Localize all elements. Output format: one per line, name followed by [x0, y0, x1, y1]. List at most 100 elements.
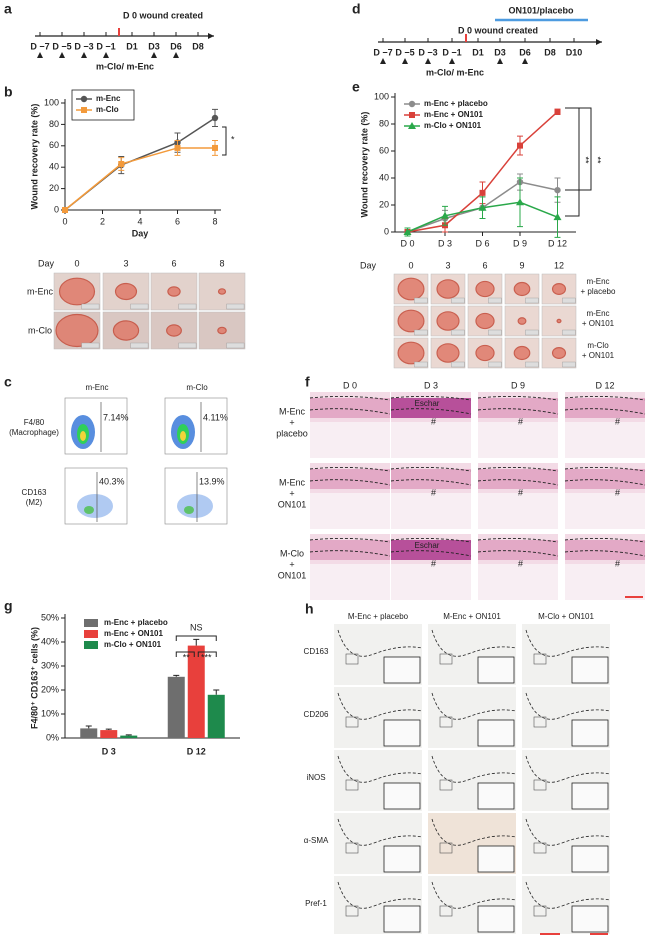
injection-arrow [103, 52, 109, 58]
wound-area [475, 312, 495, 330]
panel-letter: e [352, 79, 360, 95]
data-point [211, 114, 219, 122]
dermis [310, 398, 390, 418]
epidermis-outline [390, 395, 472, 415]
data-point [517, 142, 523, 149]
wound-area [167, 286, 181, 297]
fat [478, 564, 558, 600]
row-label: m-Enc [586, 309, 609, 318]
wound-mark: # [518, 487, 523, 497]
fat [478, 493, 558, 529]
ihc-inset [571, 656, 609, 684]
ihc-roi [533, 716, 547, 728]
significance-bracket [565, 107, 592, 191]
injection-arrow [173, 52, 179, 58]
wound-area [475, 344, 495, 362]
data-point [174, 144, 181, 151]
tissue-outline [525, 818, 611, 846]
cell-core [80, 431, 86, 441]
ruler [226, 342, 245, 349]
column-label: m-Clo [186, 383, 208, 392]
ihc-roi [533, 905, 547, 917]
legend-label: m-Enc + placebo [424, 99, 488, 108]
legend-label: m-Clo [96, 105, 119, 114]
ruler [178, 342, 197, 349]
wound-mark: # [615, 558, 620, 568]
ihc-roi [533, 842, 547, 854]
legend-label: m-Enc [96, 94, 121, 103]
ruler [488, 361, 502, 368]
injection-arrow [425, 58, 431, 64]
ihc-inset [477, 782, 515, 810]
ihc-inset [383, 656, 421, 684]
fat [310, 422, 390, 458]
significance-bracket [175, 635, 217, 641]
ruler [451, 361, 465, 368]
tissue-outline [337, 692, 423, 720]
column-label: D 3 [424, 380, 438, 390]
significance-bracket [197, 651, 217, 657]
bar [80, 728, 98, 738]
significance: * [231, 134, 235, 144]
legend-label: m-Enc + ON101 [104, 629, 163, 638]
wound-mark: # [615, 487, 620, 497]
ruler [525, 297, 539, 304]
timeline-day: D8 [544, 47, 556, 57]
injection-arrow [37, 52, 43, 58]
timeline-group: m-Clo/ m-Enc [426, 67, 484, 77]
timeline-day: D −1 [96, 41, 115, 51]
injection-arrow [522, 58, 528, 64]
row-label: M-Clo [280, 548, 304, 558]
legend-marker [80, 95, 88, 103]
ruler [130, 303, 149, 310]
injection-arrow [402, 58, 408, 64]
row-label: + ON101 [582, 319, 615, 328]
cell-core [84, 506, 94, 514]
ruler [562, 329, 576, 336]
wound-area [551, 283, 567, 296]
timeline-day: D1 [126, 41, 138, 51]
error-bar [125, 734, 132, 736]
significance: NS [190, 622, 203, 632]
dermis [478, 469, 558, 489]
row-label: α-SMA [304, 836, 329, 845]
panel-letter: b [4, 84, 13, 100]
wound-mark: # [431, 416, 436, 426]
wound-area [556, 318, 562, 324]
epidermis-outline [564, 537, 646, 557]
series-line [64, 147, 215, 211]
data-point [118, 160, 125, 167]
error-bar [193, 638, 200, 646]
ihc-roi [345, 842, 359, 854]
y-tick-label: 20 [49, 183, 59, 193]
timeline-arrow [208, 33, 214, 39]
legend-marker [408, 122, 416, 129]
row-label: CD206 [304, 710, 329, 719]
x-tick-label: D 6 [475, 238, 489, 248]
wound-area [513, 281, 531, 297]
fat [310, 493, 390, 529]
ihc-roi [439, 653, 453, 665]
wound-area [436, 311, 460, 331]
legend-marker [408, 100, 416, 108]
ihc-inset [383, 782, 421, 810]
gate-percentage: 4.11% [203, 412, 228, 422]
panel-letter: c [4, 374, 12, 390]
bar [100, 730, 118, 738]
dermis [478, 398, 558, 418]
wound-area [55, 313, 99, 348]
epidermis-outline [390, 537, 472, 557]
injection-arrow [380, 58, 386, 64]
cell-core [180, 431, 186, 441]
significance-bracket [175, 651, 195, 657]
fat [391, 564, 471, 600]
legend-marker [409, 112, 415, 118]
data-point [554, 108, 561, 115]
tissue-outline [337, 629, 423, 657]
ihc-roi [439, 779, 453, 791]
timeline-day: D −3 [418, 47, 437, 57]
y-tick-label: 100 [44, 97, 59, 107]
wound-mark: # [518, 416, 523, 426]
ihc-roi [439, 905, 453, 917]
ruler [81, 342, 100, 349]
